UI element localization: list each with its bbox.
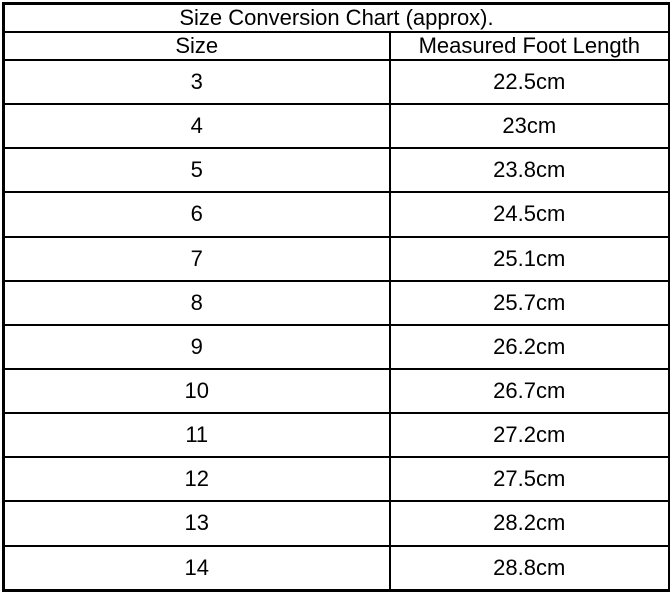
- size-cell: 10: [2, 367, 391, 415]
- size-cell: 13: [2, 500, 391, 547]
- table-row: 4 23cm: [2, 103, 670, 150]
- size-cell: 8: [2, 279, 391, 326]
- length-cell: 23.8cm: [388, 147, 670, 194]
- length-cell: 27.2cm: [388, 412, 670, 459]
- table-title-row: Size Conversion Chart (approx).: [2, 2, 670, 33]
- size-cell: 4: [2, 103, 391, 150]
- length-cell: 26.2cm: [388, 323, 670, 370]
- table-title: Size Conversion Chart (approx).: [2, 2, 670, 33]
- table-row: 12 27.5cm: [2, 456, 670, 503]
- length-cell: 25.7cm: [388, 279, 670, 326]
- length-cell: 25.1cm: [388, 235, 670, 282]
- table-row: 13 28.2cm: [2, 500, 670, 547]
- length-cell: 24.5cm: [388, 191, 670, 238]
- length-cell: 28.2cm: [388, 500, 670, 547]
- size-cell: 3: [2, 58, 391, 106]
- size-cell: 12: [2, 456, 391, 503]
- column-header-length: Measured Foot Length: [388, 31, 670, 61]
- length-cell: 28.8cm: [388, 544, 670, 592]
- table-row: 3 22.5cm: [2, 58, 670, 106]
- table-row: 8 25.7cm: [2, 279, 670, 326]
- table-row: 14 28.8cm: [2, 544, 670, 592]
- size-cell: 11: [2, 412, 391, 459]
- size-cell: 7: [2, 235, 391, 282]
- table-header-row: Size Measured Foot Length: [2, 31, 670, 61]
- table-row: 6 24.5cm: [2, 191, 670, 238]
- length-cell: 27.5cm: [388, 456, 670, 503]
- size-cell: 5: [2, 147, 391, 194]
- length-cell: 22.5cm: [388, 58, 670, 106]
- size-cell: 9: [2, 323, 391, 370]
- column-header-size: Size: [2, 31, 391, 61]
- table-row: 7 25.1cm: [2, 235, 670, 282]
- table-row: 11 27.2cm: [2, 412, 670, 459]
- table-row: 9 26.2cm: [2, 323, 670, 370]
- size-cell: 6: [2, 191, 391, 238]
- length-cell: 23cm: [388, 103, 670, 150]
- size-cell: 14: [2, 544, 391, 592]
- table-row: 5 23.8cm: [2, 147, 670, 194]
- length-cell: 26.7cm: [388, 367, 670, 415]
- table-row: 10 26.7cm: [2, 367, 670, 415]
